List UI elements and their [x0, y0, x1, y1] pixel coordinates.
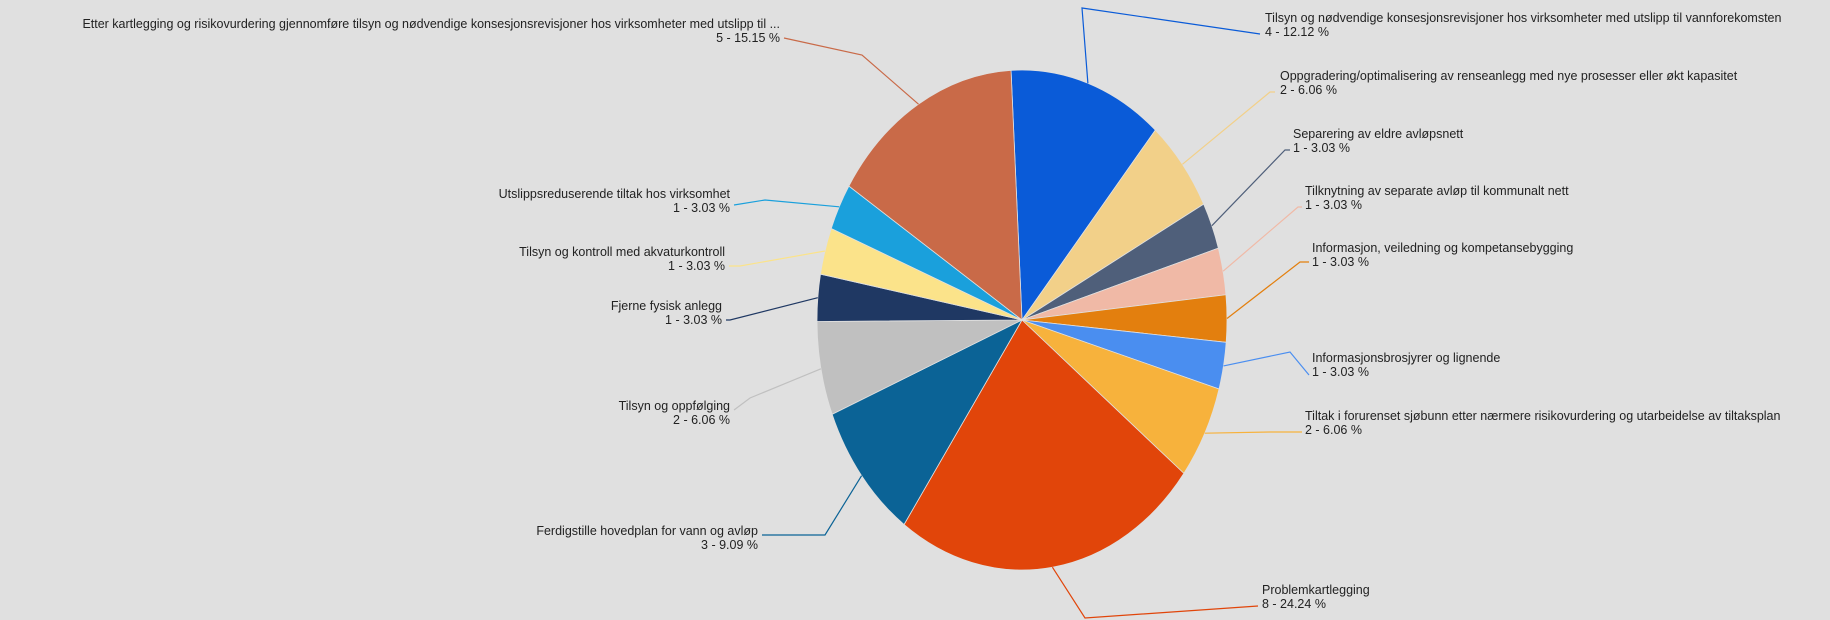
- slice-label-5: Informasjon, veiledning og kompetansebyg…: [1312, 241, 1573, 255]
- slice-value-3: 1 - 3.03 %: [1293, 141, 1350, 155]
- slice-value-5: 1 - 3.03 %: [1312, 255, 1369, 269]
- slice-label-7: Tiltak i forurenset sjøbunn etter nærmer…: [1305, 409, 1780, 423]
- pie-slice-1: [1010, 69, 1156, 322]
- slice-value-10: 2 - 6.06 %: [673, 413, 730, 427]
- slice-label-9: Ferdigstille hovedplan for vann og avløp: [536, 524, 758, 538]
- slice-value-1: 4 - 12.12 %: [1265, 25, 1329, 39]
- leader-line-10: [733, 368, 822, 411]
- slice-value-14: 5 - 15.15 %: [716, 31, 780, 45]
- leader-line-13: [733, 199, 840, 208]
- slice-value-13: 1 - 3.03 %: [673, 201, 730, 215]
- slice-label-14: Etter kartlegging og risikovurdering gje…: [82, 17, 780, 31]
- slice-label-6: Informasjonsbrosjyrer og lignende: [1312, 351, 1500, 365]
- slice-value-8: 8 - 24.24 %: [1262, 597, 1326, 611]
- leader-line-9: [762, 475, 863, 536]
- slice-value-2: 2 - 6.06 %: [1280, 83, 1337, 97]
- slice-label-8: Problemkartlegging: [1262, 583, 1370, 597]
- slice-label-1: Tilsyn og nødvendige konsesjonsrevisjone…: [1265, 11, 1781, 25]
- leader-line-8: [1051, 566, 1259, 619]
- slices-layer: [816, 69, 1228, 571]
- slice-label-11: Fjerne fysisk anlegg: [611, 299, 722, 313]
- leader-line-7: [1204, 431, 1302, 434]
- leader-line-12: [729, 250, 826, 267]
- pie-slice-9: [831, 319, 1024, 526]
- leader-line-14: [783, 37, 919, 105]
- slice-value-9: 3 - 9.09 %: [701, 538, 758, 552]
- slice-label-12: Tilsyn og kontroll med akvaturkontroll: [519, 245, 725, 259]
- pie-slice-14: [848, 69, 1023, 321]
- slice-value-4: 1 - 3.03 %: [1305, 198, 1362, 212]
- slice-value-6: 1 - 3.03 %: [1312, 365, 1369, 379]
- leader-line-1: [1081, 7, 1261, 84]
- slice-label-3: Separering av eldre avløpsnett: [1293, 127, 1464, 141]
- slice-value-7: 2 - 6.06 %: [1305, 423, 1362, 437]
- leader-line-3: [1211, 149, 1290, 227]
- slice-value-12: 1 - 3.03 %: [668, 259, 725, 273]
- slice-label-2: Oppgradering/optimalisering av renseanle…: [1280, 69, 1738, 83]
- leader-line-6: [1223, 351, 1310, 376]
- pie-slice-8: [903, 319, 1185, 571]
- leader-line-11: [726, 297, 818, 321]
- slice-value-11: 1 - 3.03 %: [665, 313, 722, 327]
- leader-line-4: [1222, 206, 1302, 272]
- leader-lines-layer: [726, 7, 1310, 619]
- labels-layer: Tilsyn og nødvendige konsesjonsrevisjone…: [82, 11, 1781, 611]
- slice-label-13: Utslippsreduserende tiltak hos virksomhe…: [499, 187, 731, 201]
- leader-line-5: [1226, 261, 1309, 319]
- slice-label-4: Tilknytning av separate avløp til kommun…: [1305, 184, 1569, 198]
- leader-line-2: [1182, 91, 1275, 165]
- slice-label-10: Tilsyn og oppfølging: [619, 399, 730, 413]
